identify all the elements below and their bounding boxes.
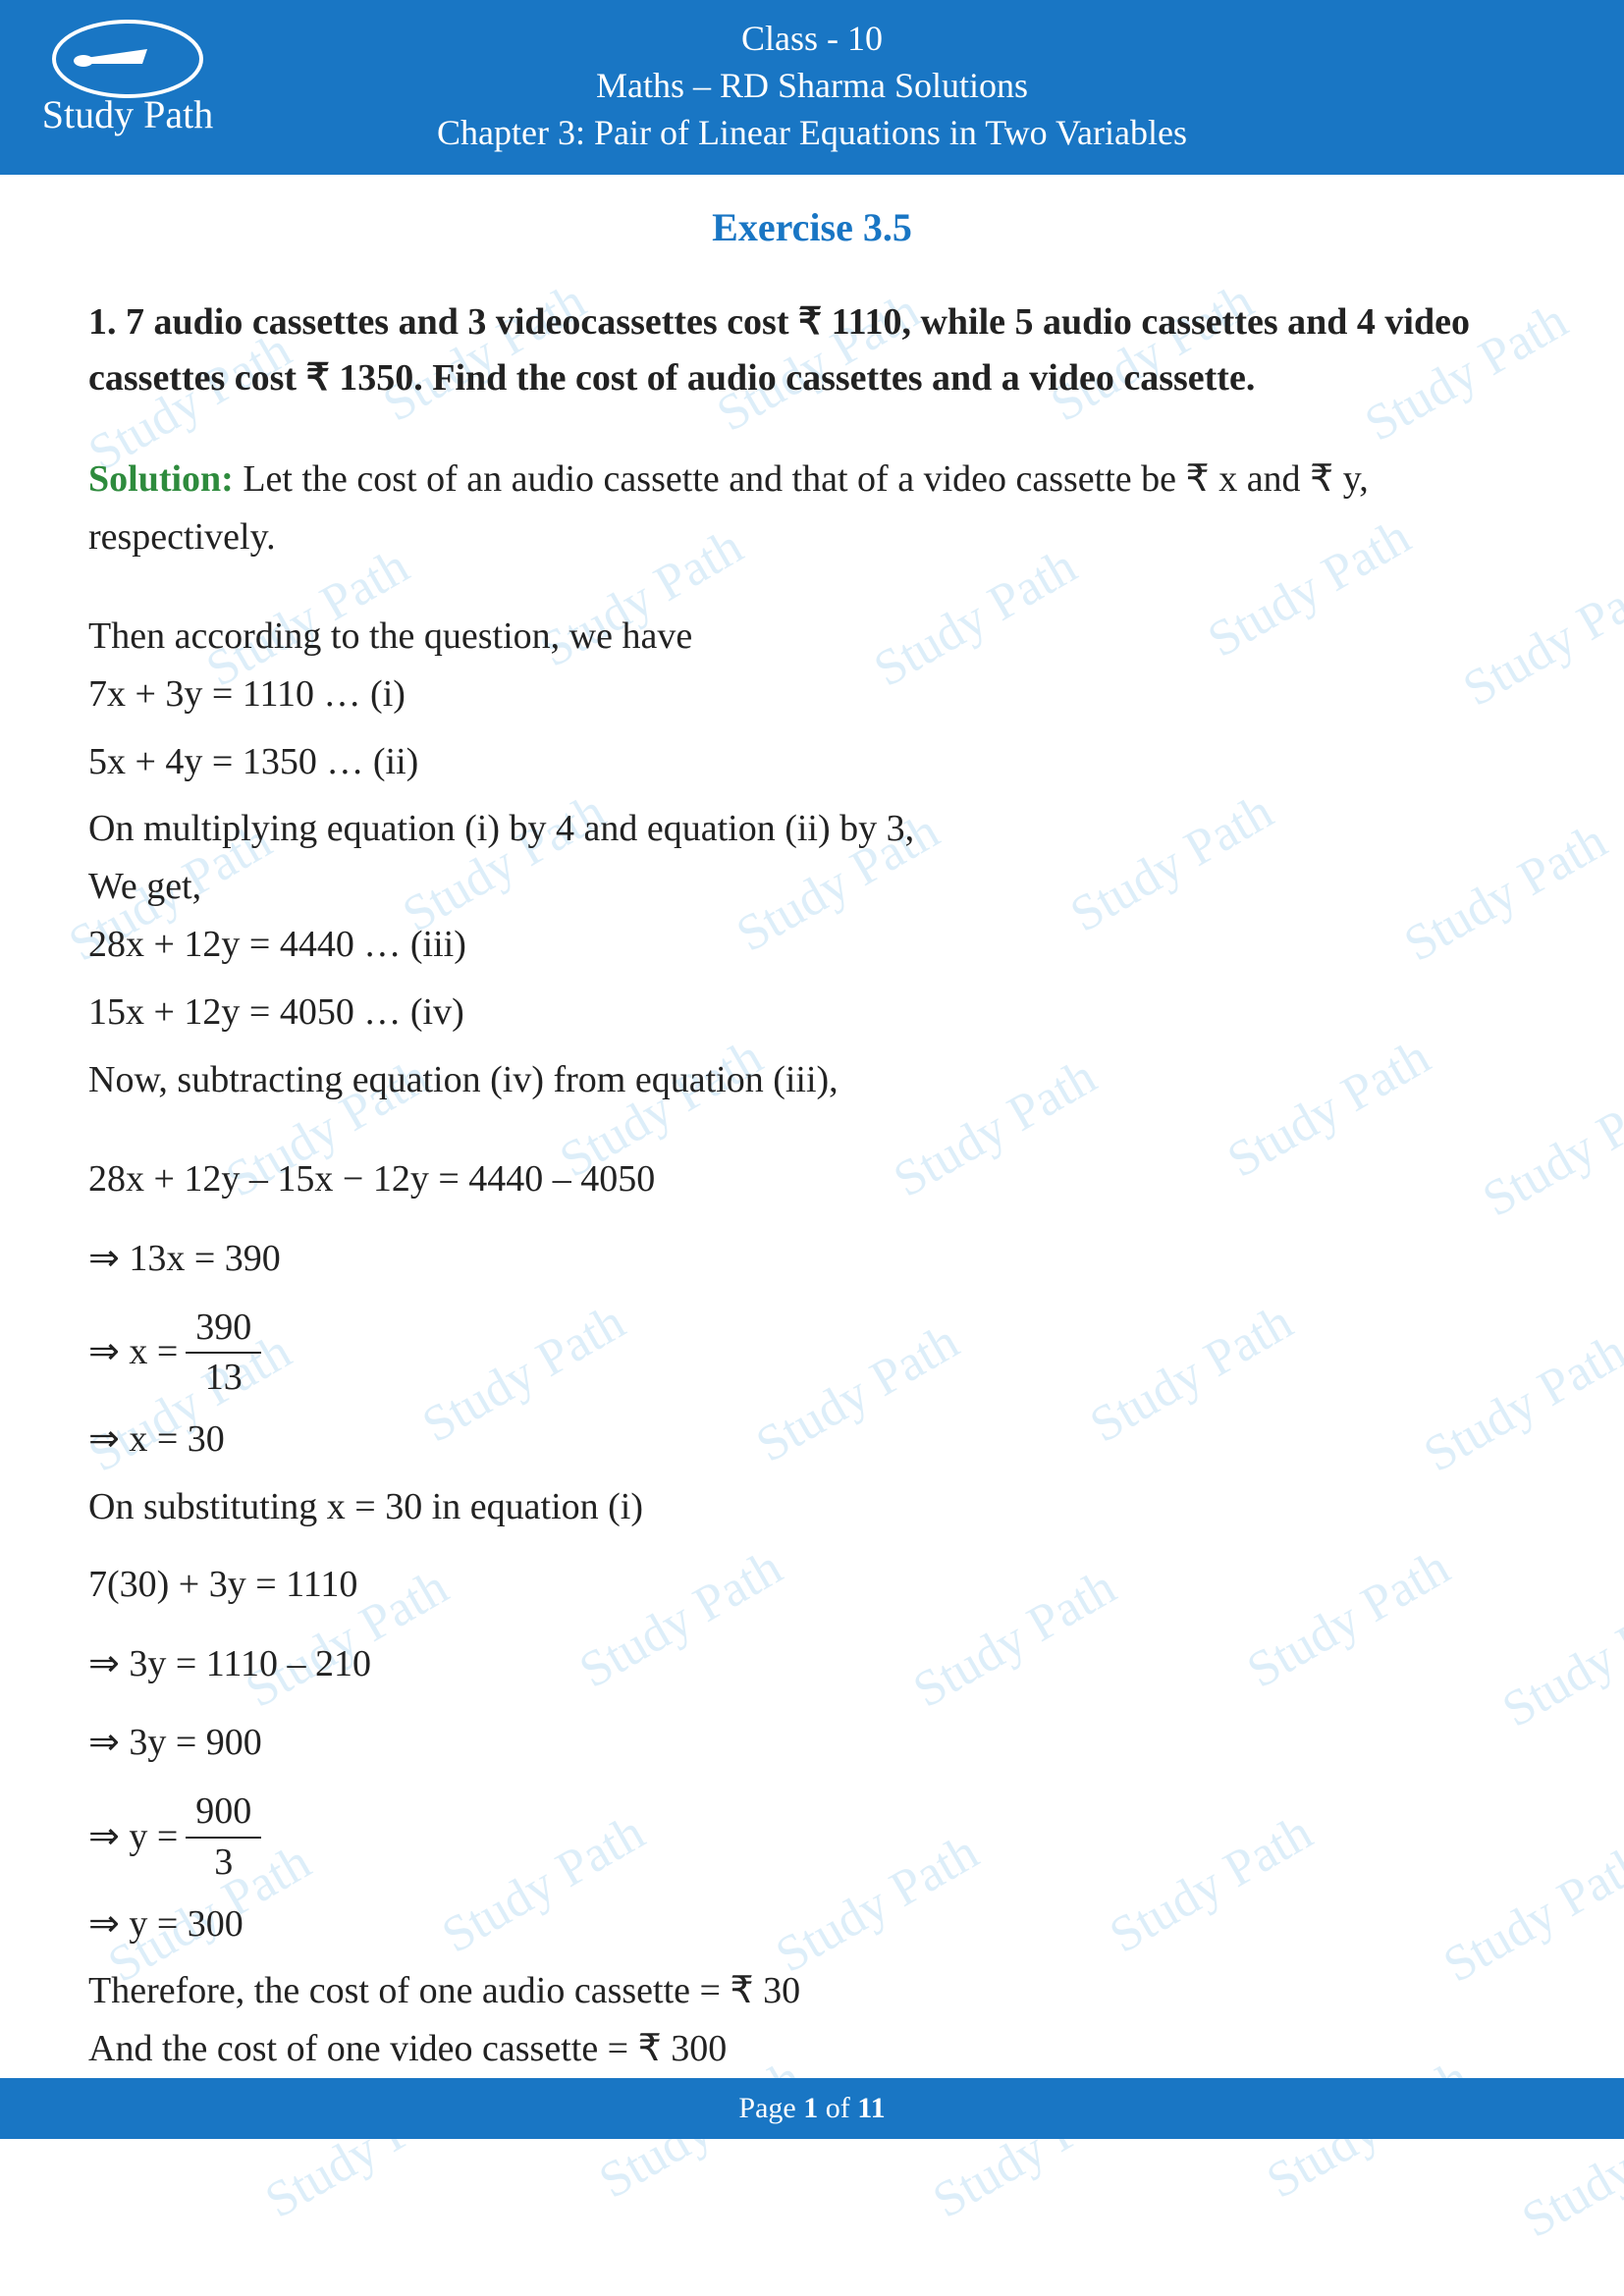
fraction-numerator: 900: [186, 1789, 261, 1839]
logo: Study Path: [29, 15, 226, 142]
solution-p1: Let the cost of an audio cassette and th…: [88, 458, 1369, 558]
equation: 7(30) + 3y = 1110: [88, 1556, 1536, 1614]
equation: 28x + 12y = 4440 … (iii): [88, 916, 1536, 974]
footer-total-pages: 11: [857, 2092, 885, 2124]
equation: ⇒ x = 30: [88, 1411, 1536, 1468]
paragraph: Then according to the question, we have: [88, 608, 1536, 666]
header-class: Class - 10: [0, 18, 1624, 59]
footer-current-page: 1: [803, 2092, 818, 2124]
equation: 28x + 12y – 15x − 12y = 4440 – 4050: [88, 1150, 1536, 1208]
solution-label: Solution:: [88, 458, 234, 500]
paragraph: Now, subtracting equation (iv) from equa…: [88, 1051, 1536, 1109]
equation-fraction: ⇒ x = 390 13: [88, 1306, 1536, 1401]
fraction: 390 13: [186, 1306, 261, 1401]
footer-middle: of: [818, 2092, 857, 2124]
equation: 15x + 12y = 4050 … (iv): [88, 984, 1536, 1041]
footer-prefix: Page: [738, 2092, 803, 2124]
fraction-denominator: 13: [195, 1354, 252, 1401]
equation: 5x + 4y = 1350 … (ii): [88, 733, 1536, 791]
study-path-logo-icon: Study Path: [29, 15, 226, 142]
equation: ⇒ 3y = 900: [88, 1714, 1536, 1772]
fraction: 900 3: [186, 1789, 261, 1885]
conclusion-line: And the cost of one video cassette = ₹ 3…: [88, 2020, 1536, 2078]
equation-fraction: ⇒ y = 900 3: [88, 1789, 1536, 1885]
equation: ⇒ 13x = 390: [88, 1230, 1536, 1288]
paragraph: On multiplying equation (i) by 4 and equ…: [88, 800, 1536, 858]
equation: ⇒ 3y = 1110 – 210: [88, 1635, 1536, 1693]
header-chapter: Chapter 3: Pair of Linear Equations in T…: [0, 112, 1624, 153]
page-content: Exercise 3.5 1. 7 audio cassettes and 3 …: [0, 175, 1624, 2078]
fraction-prefix: ⇒ x =: [88, 1330, 178, 1375]
equation: 7x + 3y = 1110 … (i): [88, 666, 1536, 723]
svg-text:Study Path: Study Path: [42, 92, 213, 136]
paragraph: On substituting x = 30 in equation (i): [88, 1478, 1536, 1536]
page-footer: Page 1 of 11: [0, 2078, 1624, 2139]
equation: ⇒ y = 300: [88, 1896, 1536, 1953]
solution-intro: Solution: Let the cost of an audio casse…: [88, 451, 1536, 566]
fraction-prefix: ⇒ y =: [88, 1815, 178, 1860]
exercise-title: Exercise 3.5: [88, 204, 1536, 250]
conclusion-line: Therefore, the cost of one audio cassett…: [88, 1962, 1536, 2020]
fraction-numerator: 390: [186, 1306, 261, 1355]
header-subject: Maths – RD Sharma Solutions: [0, 65, 1624, 106]
fraction-denominator: 3: [204, 1839, 243, 1886]
paragraph: We get,: [88, 858, 1536, 916]
question-text: 1. 7 audio cassettes and 3 videocassette…: [88, 294, 1536, 406]
page-header: Study Path Class - 10 Maths – RD Sharma …: [0, 0, 1624, 175]
